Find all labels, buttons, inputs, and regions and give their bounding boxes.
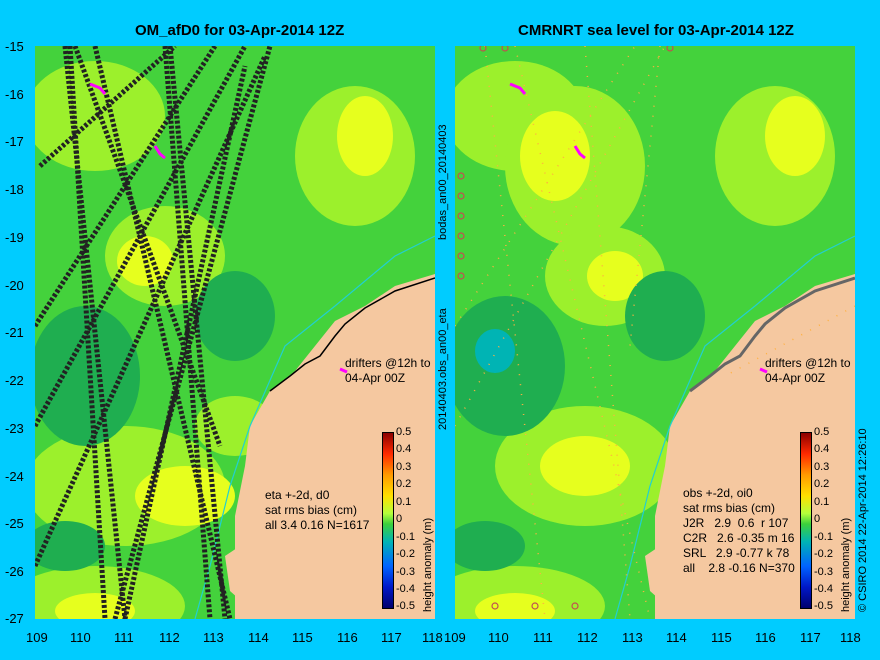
lon-label: 109 — [26, 630, 48, 645]
lat-label: -24 — [5, 469, 24, 484]
lon-label: 112 — [159, 630, 180, 645]
colorbar-tick: 0.2 — [814, 478, 830, 490]
lon-label: 114 — [248, 630, 269, 645]
right-panel-title: CMRNRT sea level for 03-Apr-2014 12Z — [518, 22, 794, 39]
colorbar-tick: 0.2 — [396, 478, 412, 490]
colorbar-tick: 0.3 — [396, 461, 412, 473]
right-map-svg — [455, 46, 855, 619]
lon-label: 110 — [488, 630, 509, 645]
side-label-top: bodas_an00_20140403 — [437, 124, 449, 240]
lat-label: -23 — [5, 421, 24, 436]
lat-label: -21 — [5, 325, 24, 340]
colorbar-tick: -0.5 — [814, 600, 833, 612]
lat-label: -22 — [5, 373, 24, 388]
left-colorbar-label: height anomaly (m) — [422, 517, 434, 612]
lon-label: 111 — [114, 630, 134, 645]
lat-label: -18 — [5, 182, 24, 197]
colorbar-tick: 0.5 — [814, 426, 830, 438]
lon-label: 114 — [666, 630, 687, 645]
lon-label: 116 — [755, 630, 776, 645]
lat-label: -27 — [5, 611, 24, 626]
lon-label: 110 — [70, 630, 91, 645]
lon-label: 117 — [800, 630, 821, 645]
lat-label: -19 — [5, 230, 24, 245]
colorbar-tick: -0.4 — [814, 583, 833, 595]
colorbar-tick: 0.3 — [814, 461, 830, 473]
left-map-svg — [35, 46, 435, 619]
colorbar-tick: 0.4 — [814, 443, 830, 455]
colorbar-tick: -0.3 — [396, 566, 415, 578]
right-stats-box: obs +-2d, oi0 sat rms bias (cm) J2R 2.9 … — [683, 486, 795, 575]
right-observation-tracks — [455, 46, 855, 619]
right-colorbar — [800, 432, 812, 609]
right-colorbar-label: height anomaly (m) — [840, 517, 852, 612]
lon-label: 118 — [422, 630, 443, 645]
colorbar-tick: 0.5 — [396, 426, 412, 438]
lon-label: 117 — [381, 630, 402, 645]
left-colorbar — [382, 432, 394, 609]
right-drifters-label: drifters @12h to 04-Apr 00Z — [765, 356, 851, 385]
colorbar-tick: -0.1 — [396, 531, 415, 543]
right-edge-circles — [457, 46, 674, 610]
colorbar-tick: 0.1 — [814, 496, 830, 508]
colorbar-tick: -0.2 — [814, 548, 833, 560]
credit-label: © CSIRO 2014 22-Apr-2014 12:26:10 — [857, 428, 869, 612]
left-stats-box: eta +-2d, d0 sat rms bias (cm) all 3.4 0… — [265, 488, 370, 532]
lon-label: 112 — [577, 630, 598, 645]
lon-label: 118 — [840, 630, 861, 645]
colorbar-tick: -0.4 — [396, 583, 415, 595]
lon-label: 113 — [203, 630, 224, 645]
colorbar-tick: 0 — [396, 513, 403, 525]
colorbar-tick: -0.1 — [814, 531, 833, 543]
lat-label: -17 — [5, 134, 24, 149]
left-satellite-tracks — [35, 46, 273, 619]
left-panel-title: OM_afD0 for 03-Apr-2014 12Z — [135, 22, 345, 39]
colorbar-tick: -0.2 — [396, 548, 415, 560]
lon-label: 115 — [292, 630, 313, 645]
lon-label: 116 — [337, 630, 358, 645]
lon-label: 109 — [444, 630, 466, 645]
lon-label: 115 — [711, 630, 732, 645]
left-drifters-label: drifters @12h to 04-Apr 00Z — [345, 356, 431, 385]
lat-label: -16 — [5, 87, 24, 102]
lon-label: 111 — [533, 630, 553, 645]
colorbar-tick: 0.1 — [396, 496, 412, 508]
lon-label: 113 — [622, 630, 643, 645]
colorbar-tick: -0.3 — [814, 566, 833, 578]
colorbar-tick: -0.5 — [396, 600, 415, 612]
lat-label: -15 — [5, 39, 24, 54]
left-map-panel: drifters @12h to 04-Apr 00Z eta +-2d, d0… — [35, 46, 435, 619]
lat-label: -25 — [5, 516, 24, 531]
colorbar-tick: 0.4 — [396, 443, 412, 455]
side-label-bottom: 20140403.obs_an00_eta — [437, 308, 449, 430]
colorbar-tick: 0 — [814, 513, 821, 525]
right-map-panel: drifters @12h to 04-Apr 00Z obs +-2d, oi… — [455, 46, 855, 619]
lat-label: -26 — [5, 564, 24, 579]
lat-label: -20 — [5, 278, 24, 293]
